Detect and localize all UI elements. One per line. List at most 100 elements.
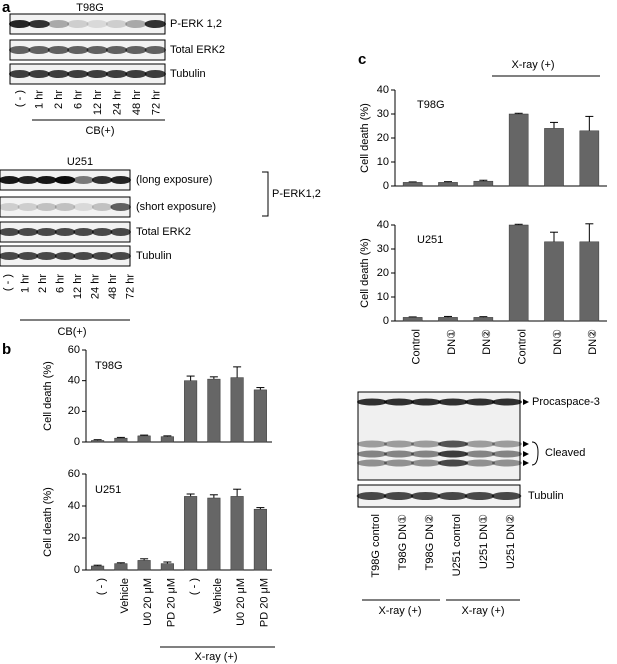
- band: [91, 252, 113, 260]
- band: [86, 70, 108, 78]
- y-axis-label: Cell death (%): [42, 487, 54, 557]
- y-tick-label: 20: [377, 132, 389, 144]
- lane-label: 48 hr: [131, 90, 143, 115]
- x-tick-label: Vehicle: [119, 578, 131, 613]
- group-label: X-ray (+): [461, 605, 504, 617]
- bar: [438, 317, 458, 322]
- x-tick-label: U0 20 μM: [235, 578, 247, 626]
- bar: [579, 130, 600, 187]
- lane-label: 48 hr: [107, 274, 119, 299]
- bar: [230, 496, 244, 571]
- band: [438, 459, 468, 467]
- row-label: (short exposure): [136, 201, 216, 213]
- band: [67, 46, 89, 54]
- band: [110, 228, 131, 236]
- bar: [91, 565, 105, 571]
- lane-label: 24 hr: [89, 274, 101, 299]
- y-tick-label: 40: [68, 375, 80, 387]
- y-tick-label: 40: [377, 84, 389, 96]
- band: [110, 203, 131, 211]
- band: [110, 176, 131, 184]
- band: [73, 203, 94, 211]
- x-tick-label: PD 20 μM: [258, 578, 270, 627]
- band: [357, 459, 387, 467]
- band: [36, 228, 57, 236]
- band: [125, 20, 147, 28]
- band: [438, 398, 468, 406]
- band: [125, 70, 147, 78]
- band: [464, 492, 495, 500]
- y-tick-label: 0: [383, 180, 389, 192]
- band: [0, 252, 20, 260]
- y-tick-label: 10: [377, 156, 389, 168]
- band: [438, 440, 468, 448]
- y-axis-label: Cell death (%): [42, 361, 54, 431]
- row-label: P-ERK 1,2: [170, 18, 222, 30]
- lane-label: T98G DN①: [397, 514, 409, 570]
- y-tick-label: 0: [383, 315, 389, 327]
- band: [67, 70, 89, 78]
- band: [357, 450, 387, 458]
- band: [492, 459, 522, 467]
- band: [105, 70, 128, 78]
- band: [91, 203, 113, 211]
- bar: [114, 563, 128, 571]
- band: [67, 20, 89, 28]
- band: [411, 450, 441, 458]
- y-tick-label: 40: [68, 500, 80, 512]
- bar: [230, 377, 244, 443]
- row-label: Total ERK2: [136, 226, 191, 238]
- band: [105, 20, 128, 28]
- bar: [253, 508, 267, 571]
- row-label: Tubulin: [136, 250, 172, 262]
- band: [28, 70, 50, 78]
- y-tick-label: 30: [377, 243, 389, 255]
- lane-label: 6 hr: [72, 90, 84, 109]
- y-tick-label: 20: [68, 405, 80, 417]
- band: [17, 228, 39, 236]
- y-tick-label: 40: [377, 219, 389, 231]
- bar: [160, 563, 174, 571]
- band: [17, 203, 39, 211]
- band: [383, 492, 414, 500]
- bar: [473, 180, 494, 187]
- bar: [508, 224, 529, 322]
- lane-label: 72 hr: [150, 90, 162, 115]
- band: [9, 70, 31, 78]
- bracket-label: P-ERK1,2: [272, 188, 321, 200]
- group-label: CB(+): [57, 326, 86, 338]
- band: [410, 492, 441, 500]
- lane-label: T98G DN②: [424, 514, 436, 570]
- x-tick-label: Control: [411, 329, 423, 364]
- y-tick-label: 0: [74, 436, 80, 448]
- band: [144, 46, 166, 54]
- x-tick-label: DN②: [587, 329, 599, 355]
- arrow: [523, 441, 529, 447]
- blot-title: T98G: [76, 2, 104, 14]
- band: [47, 20, 70, 28]
- band: [73, 252, 94, 260]
- bar: [579, 241, 600, 322]
- x-tick-label: ( - ): [189, 578, 201, 595]
- band: [105, 46, 128, 54]
- x-tick-label: DN②: [481, 329, 493, 355]
- lane-label: T98G control: [370, 514, 382, 578]
- band: [110, 252, 131, 260]
- band: [0, 203, 20, 211]
- row-label: Tubulin: [170, 68, 206, 80]
- lane-label: U251 DN②: [505, 514, 517, 569]
- bar: [207, 497, 221, 571]
- band: [384, 440, 414, 448]
- band: [438, 450, 468, 458]
- band: [437, 492, 468, 500]
- panel-label: c: [358, 51, 366, 68]
- bar: [544, 241, 564, 322]
- y-axis-label: Cell death (%): [359, 238, 371, 308]
- blot-title: U251: [67, 156, 93, 168]
- chart-title: T98G: [95, 360, 123, 372]
- brace: [531, 441, 539, 466]
- band: [86, 46, 108, 54]
- y-tick-label: 60: [68, 344, 80, 356]
- arrow: [523, 451, 529, 457]
- band: [73, 176, 94, 184]
